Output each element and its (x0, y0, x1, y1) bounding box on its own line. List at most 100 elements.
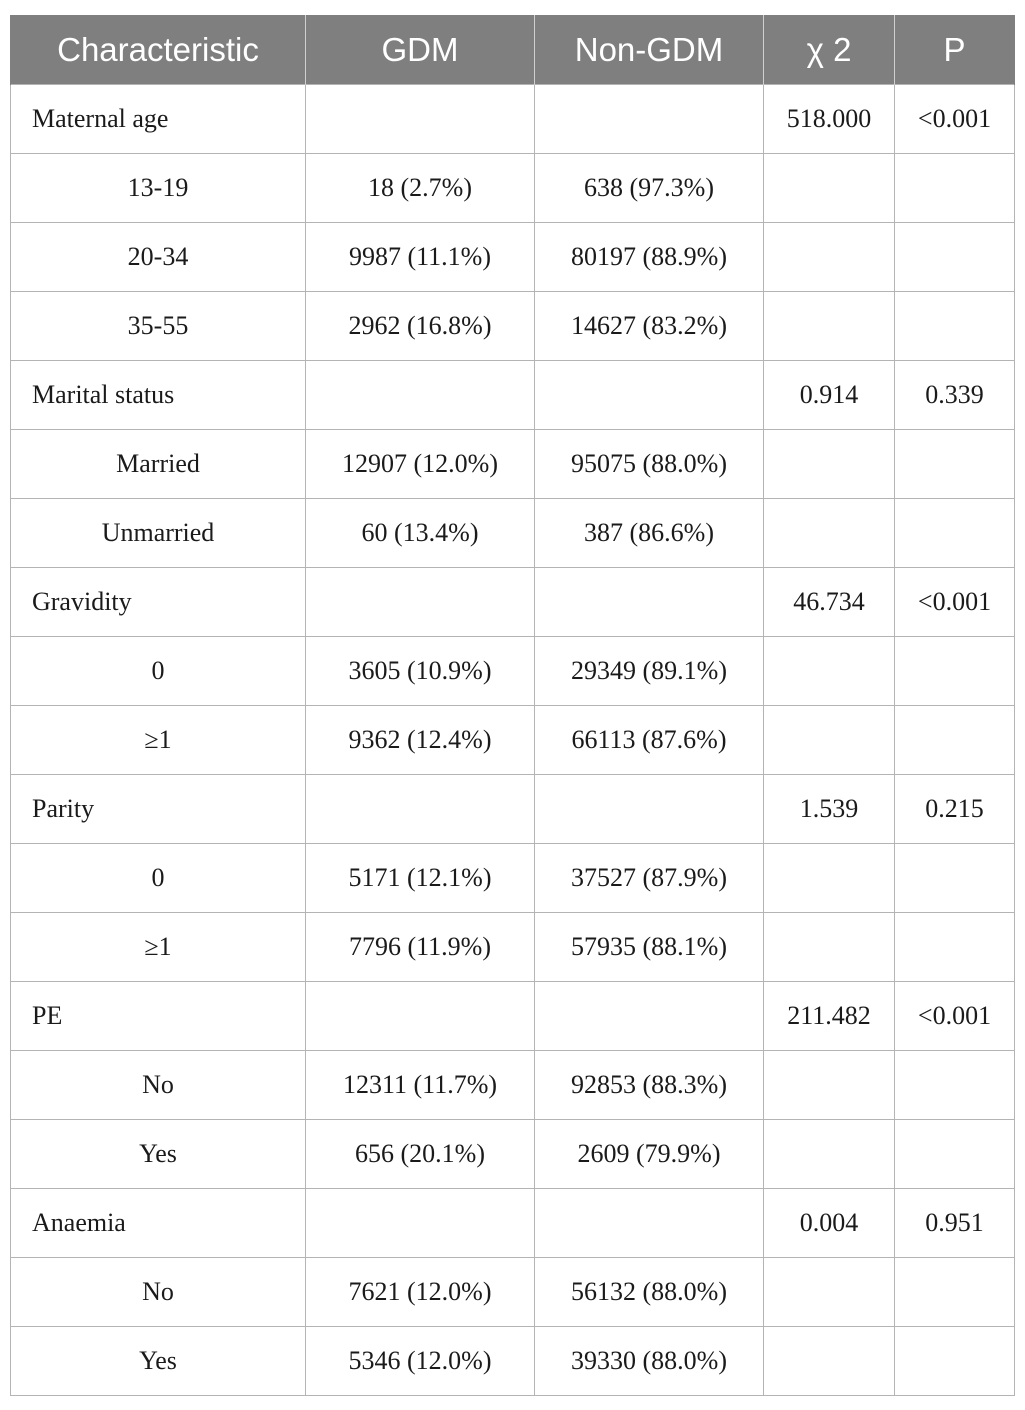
cell-gdm: 5346 (12.0%) (305, 1326, 535, 1396)
cell-gdm: 656 (20.1%) (305, 1119, 535, 1189)
table-row-group: PE 211.482 <0.001 (10, 981, 1015, 1051)
cell-non-gdm (534, 567, 764, 637)
cell-chi-square: 518.000 (763, 84, 895, 154)
table-row: 35-55 2962 (16.8%) 14627 (83.2%) (10, 291, 1015, 361)
header-non-gdm: Non-GDM (534, 15, 764, 85)
cell-characteristic: 0 (10, 843, 306, 913)
table-row-group: Parity 1.539 0.215 (10, 774, 1015, 844)
cell-p-value (894, 1257, 1015, 1327)
cell-non-gdm: 29349 (89.1%) (534, 636, 764, 706)
cell-non-gdm: 39330 (88.0%) (534, 1326, 764, 1396)
cell-non-gdm (534, 84, 764, 154)
cell-chi-square (763, 705, 895, 775)
cell-chi-square (763, 498, 895, 568)
table-row: 0 5171 (12.1%) 37527 (87.9%) (10, 843, 1015, 913)
cell-gdm: 12907 (12.0%) (305, 429, 535, 499)
table-row: ≥1 9362 (12.4%) 66113 (87.6%) (10, 705, 1015, 775)
cell-chi-square: 1.539 (763, 774, 895, 844)
cell-gdm (305, 774, 535, 844)
cell-gdm: 7796 (11.9%) (305, 912, 535, 982)
cell-non-gdm: 66113 (87.6%) (534, 705, 764, 775)
cell-characteristic: Unmarried (10, 498, 306, 568)
cell-chi-square (763, 291, 895, 361)
cell-chi-square (763, 843, 895, 913)
table-row-group: Anaemia 0.004 0.951 (10, 1188, 1015, 1258)
characteristics-table-container: Characteristic GDM Non-GDM χ 2 P Materna… (10, 15, 1015, 1396)
cell-characteristic: Yes (10, 1326, 306, 1396)
cell-chi-square (763, 636, 895, 706)
cell-non-gdm (534, 360, 764, 430)
cell-gdm: 9362 (12.4%) (305, 705, 535, 775)
cell-non-gdm: 2609 (79.9%) (534, 1119, 764, 1189)
cell-p-value (894, 705, 1015, 775)
cell-non-gdm: 387 (86.6%) (534, 498, 764, 568)
cell-non-gdm: 56132 (88.0%) (534, 1257, 764, 1327)
cell-characteristic: Gravidity (10, 567, 306, 637)
cell-chi-square (763, 222, 895, 292)
cell-gdm (305, 84, 535, 154)
cell-characteristic: Maternal age (10, 84, 306, 154)
cell-characteristic: No (10, 1050, 306, 1120)
cell-gdm (305, 1188, 535, 1258)
cell-p-value: <0.001 (894, 981, 1015, 1051)
cell-p-value (894, 843, 1015, 913)
cell-characteristic: 35-55 (10, 291, 306, 361)
cell-gdm: 5171 (12.1%) (305, 843, 535, 913)
cell-p-value (894, 912, 1015, 982)
cell-non-gdm: 37527 (87.9%) (534, 843, 764, 913)
table-body: Maternal age 518.000 <0.001 13-19 18 (2.7%) 6… (10, 84, 1015, 1396)
cell-p-value (894, 429, 1015, 499)
header-gdm: GDM (305, 15, 535, 85)
cell-p-value (894, 153, 1015, 223)
cell-chi-square (763, 1326, 895, 1396)
cell-p-value: 0.339 (894, 360, 1015, 430)
cell-non-gdm: 80197 (88.9%) (534, 222, 764, 292)
cell-p-value (894, 636, 1015, 706)
cell-chi-square (763, 153, 895, 223)
cell-characteristic: ≥1 (10, 705, 306, 775)
cell-characteristic: ≥1 (10, 912, 306, 982)
table-row-group: Marital status 0.914 0.339 (10, 360, 1015, 430)
cell-characteristic: 0 (10, 636, 306, 706)
cell-non-gdm (534, 774, 764, 844)
cell-chi-square (763, 1257, 895, 1327)
cell-gdm: 2962 (16.8%) (305, 291, 535, 361)
header-characteristic: Characteristic (10, 15, 306, 85)
cell-gdm: 60 (13.4%) (305, 498, 535, 568)
cell-p-value (894, 291, 1015, 361)
cell-chi-square (763, 912, 895, 982)
table-row: No 12311 (11.7%) 92853 (88.3%) (10, 1050, 1015, 1120)
table-row: Yes 656 (20.1%) 2609 (79.9%) (10, 1119, 1015, 1189)
table-row: No 7621 (12.0%) 56132 (88.0%) (10, 1257, 1015, 1327)
cell-non-gdm: 57935 (88.1%) (534, 912, 764, 982)
table-row-group: Gravidity 46.734 <0.001 (10, 567, 1015, 637)
cell-chi-square (763, 1050, 895, 1120)
table-row: 20-34 9987 (11.1%) 80197 (88.9%) (10, 222, 1015, 292)
cell-p-value (894, 498, 1015, 568)
cell-p-value (894, 1326, 1015, 1396)
cell-characteristic: 13-19 (10, 153, 306, 223)
cell-characteristic: 20-34 (10, 222, 306, 292)
cell-characteristic: Married (10, 429, 306, 499)
characteristics-table: Characteristic GDM Non-GDM χ 2 P Materna… (10, 15, 1015, 1396)
cell-non-gdm: 92853 (88.3%) (534, 1050, 764, 1120)
table-row: 0 3605 (10.9%) 29349 (89.1%) (10, 636, 1015, 706)
cell-characteristic: No (10, 1257, 306, 1327)
cell-chi-square: 0.914 (763, 360, 895, 430)
cell-non-gdm (534, 1188, 764, 1258)
table-row-group: Maternal age 518.000 <0.001 (10, 84, 1015, 154)
cell-gdm: 9987 (11.1%) (305, 222, 535, 292)
cell-characteristic: Anaemia (10, 1188, 306, 1258)
cell-gdm (305, 981, 535, 1051)
cell-non-gdm: 14627 (83.2%) (534, 291, 764, 361)
table-row: Married 12907 (12.0%) 95075 (88.0%) (10, 429, 1015, 499)
cell-non-gdm: 638 (97.3%) (534, 153, 764, 223)
cell-gdm (305, 360, 535, 430)
cell-chi-square (763, 1119, 895, 1189)
header-chi-square: χ 2 (763, 15, 895, 85)
table-row: 13-19 18 (2.7%) 638 (97.3%) (10, 153, 1015, 223)
cell-characteristic: Parity (10, 774, 306, 844)
table-header: Characteristic GDM Non-GDM χ 2 P (10, 15, 1015, 85)
cell-gdm: 18 (2.7%) (305, 153, 535, 223)
cell-non-gdm (534, 981, 764, 1051)
